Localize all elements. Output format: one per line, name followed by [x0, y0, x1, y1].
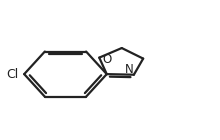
Text: O: O — [102, 52, 112, 66]
Text: Cl: Cl — [6, 68, 18, 81]
Text: N: N — [125, 63, 134, 76]
